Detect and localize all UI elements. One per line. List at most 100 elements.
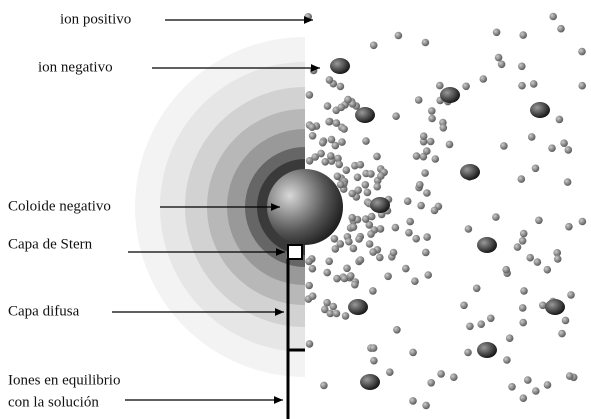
positive-ion [428,115,436,123]
positive-ion [345,238,353,246]
positive-ion [369,287,377,295]
positive-ion [370,42,378,50]
positive-ion [325,258,333,266]
positive-ion [487,315,495,323]
positive-ion [554,255,562,263]
positive-ion [500,142,508,150]
positive-ion [549,13,557,21]
positive-ion [327,152,335,160]
positive-ion [534,258,542,266]
positive-ion [518,82,526,90]
positive-ion [323,269,331,277]
positive-ion [437,370,445,378]
positive-ion [334,173,342,181]
positive-ion [518,175,526,183]
positive-ion [565,146,573,154]
positive-ion [392,112,400,120]
negative-ion [477,237,497,253]
positive-ion [519,237,527,245]
positive-ion [395,32,403,40]
positive-ion [306,91,314,99]
positive-ion [406,218,414,226]
positive-ion [492,213,500,221]
positive-ion [519,304,527,312]
positive-ion [348,214,356,222]
positive-ion [432,155,440,163]
positive-ion [518,63,526,71]
positive-ion [390,249,398,257]
positive-ion [427,138,435,146]
positive-ion [324,102,332,110]
positive-ion [567,291,575,299]
positive-ion [337,181,345,189]
positive-ion [333,119,341,127]
positive-ion [342,312,350,320]
positive-ion [343,265,351,273]
positive-ion [528,133,536,141]
positive-ion [565,223,573,231]
negative-ion [370,197,390,213]
positive-ion [416,181,424,189]
positive-ion [354,186,362,194]
positive-ion [506,334,514,342]
ions [304,13,586,410]
positive-ion [423,147,431,155]
positive-ion [520,394,528,402]
positive-ion [305,282,313,290]
positive-ion [351,281,359,289]
positive-ion [370,357,378,365]
positive-ion [333,310,341,318]
positive-ion [480,75,488,83]
page: ion positivo ion negativo Coloide negati… [0,0,591,419]
positive-ion [450,373,458,381]
label: Capa difusa [8,303,80,319]
positive-ion [413,152,421,160]
positive-ion [508,383,516,391]
positive-ion [309,265,317,273]
positive-ion [532,165,540,173]
negative-ion [477,342,497,358]
negative-ion [348,299,368,315]
positive-ion [579,218,587,226]
positive-ion [417,202,425,210]
positive-ion [412,235,420,243]
positive-ion [362,215,370,223]
positive-ion [338,138,346,146]
positive-ion [350,223,358,231]
positive-ion [306,340,314,348]
positive-ion [548,144,556,152]
positive-ion [465,225,473,233]
positive-ion [544,381,552,389]
positive-ion [355,235,363,243]
positive-ion [373,183,381,191]
positive-ion [335,161,343,169]
positive-ion [370,344,378,352]
positive-ion [320,382,328,390]
positive-ion [357,256,365,264]
positive-ion [415,96,423,104]
positive-ion [460,302,468,310]
positive-ion [405,229,413,237]
positive-ion [520,230,528,238]
negative-ion [360,374,380,390]
positive-ion [526,254,534,262]
positive-ion [376,254,384,262]
label: Coloide negativo [8,198,111,214]
negative-ion [355,107,375,123]
positive-ion [530,80,538,88]
positive-ion [338,104,346,112]
positive-ion [558,330,566,338]
positive-ion [524,376,532,384]
positive-ion [502,266,510,274]
negative-ion [530,102,550,118]
positive-ion [402,265,410,273]
positive-ion [369,248,377,256]
positive-ion [330,303,338,311]
positive-ion [326,76,334,84]
positive-ion [436,82,444,90]
positive-ion [557,25,565,33]
positive-ion [384,273,392,281]
positive-ion [519,319,527,327]
positive-ion [332,245,340,253]
positive-ion [367,230,375,238]
